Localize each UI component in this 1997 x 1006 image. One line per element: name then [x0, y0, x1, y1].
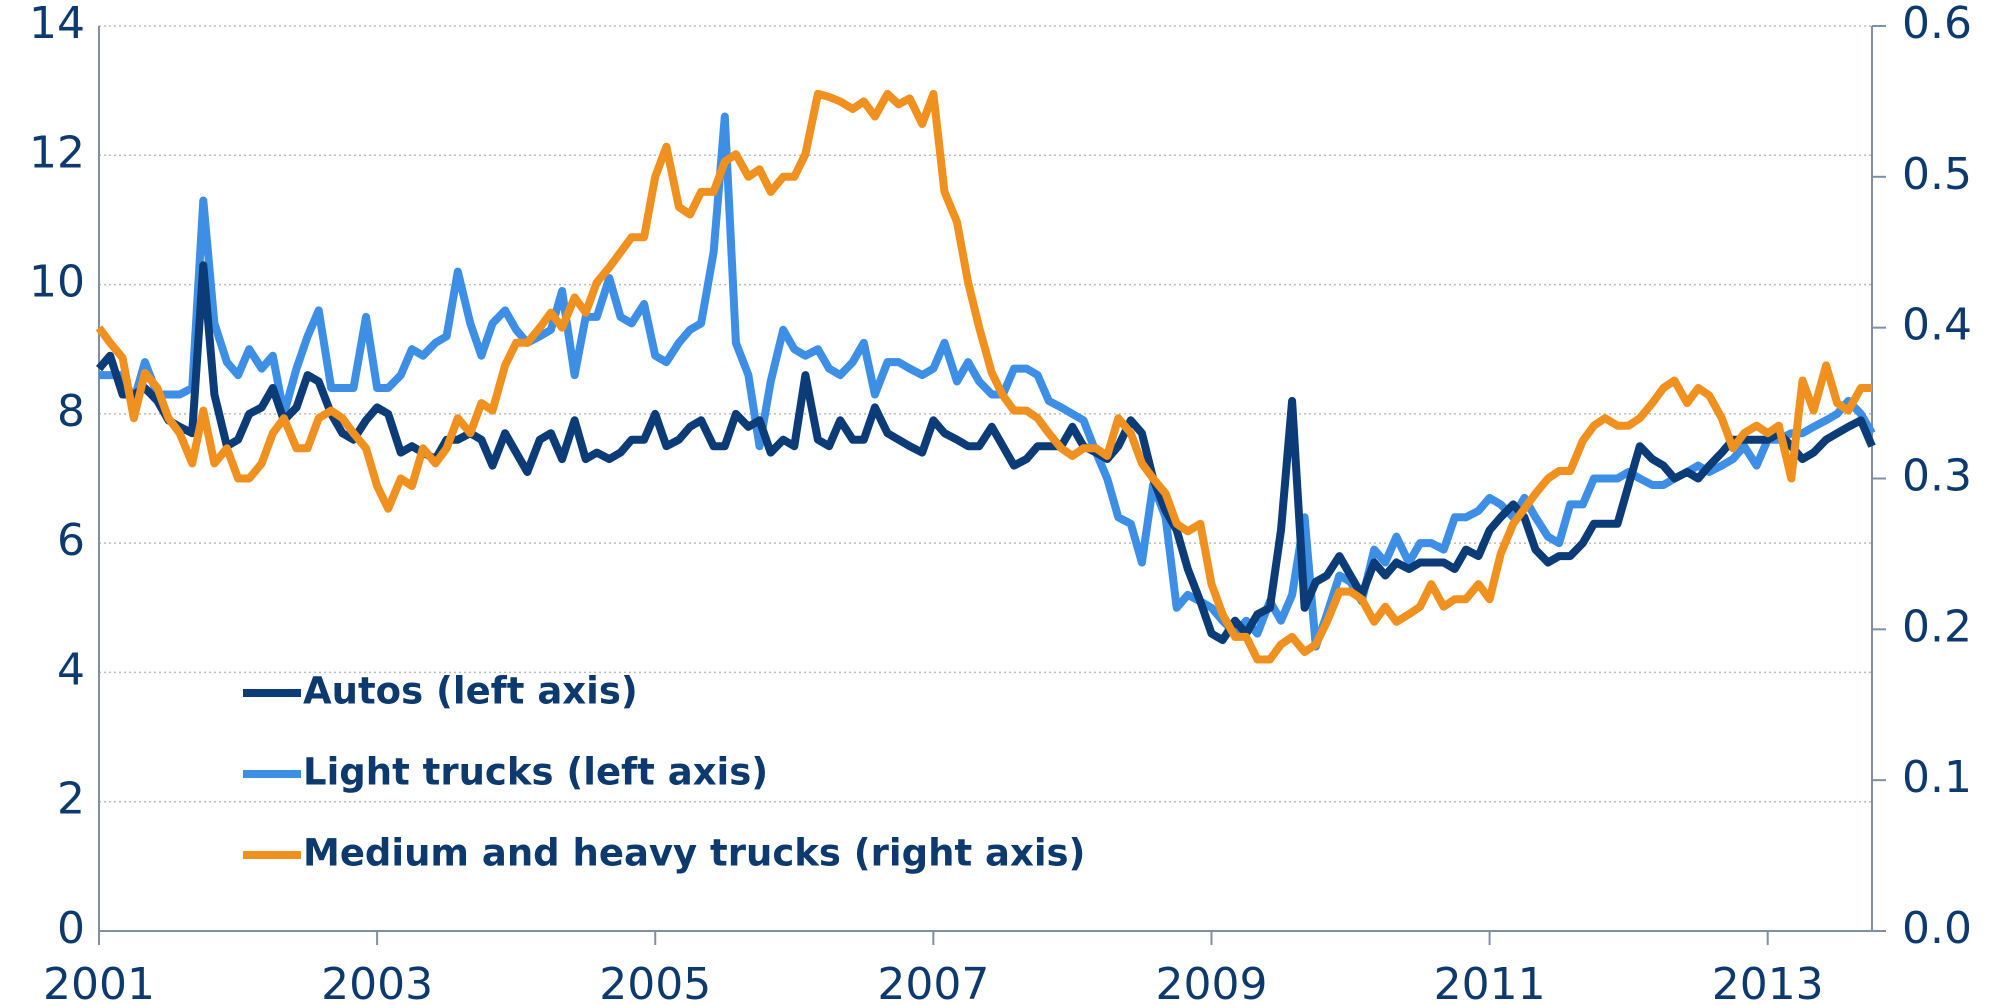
x-tick-label: 2003: [321, 959, 433, 1006]
y-tick-label: 12: [29, 127, 85, 178]
y-tick-label: 2: [57, 774, 85, 825]
y-tick-label: 0: [57, 903, 85, 954]
x-tick-label: 2009: [1155, 959, 1267, 1006]
legend-label: Autos (left axis): [303, 670, 638, 713]
y-tick-label: 6: [57, 515, 85, 566]
x-tick-label: 2013: [1712, 959, 1824, 1006]
x-tick-label: 2011: [1434, 959, 1546, 1006]
y2-tick-label: 0.0: [1902, 903, 1972, 954]
y-tick-label: 8: [57, 386, 85, 437]
legend-label: Medium and heavy trucks (right axis): [303, 832, 1085, 875]
series-line: [95, 261, 1876, 645]
y-tick-label: 14: [29, 0, 85, 49]
y2-tick-label: 0.6: [1902, 0, 1972, 49]
x-tick-label: 2007: [877, 959, 989, 1006]
y2-tick-label: 0.4: [1902, 300, 1972, 351]
y2-tick-label: 0.3: [1902, 451, 1972, 502]
legend-label: Light trucks (left axis): [303, 751, 768, 794]
y2-tick-label: 0.1: [1902, 752, 1972, 803]
y2-tick-label: 0.2: [1902, 601, 1972, 652]
y-tick-label: 10: [29, 257, 85, 308]
x-tick-label: 2001: [43, 959, 155, 1006]
y-tick-label: 4: [57, 644, 85, 695]
y2-tick-label: 0.5: [1902, 149, 1972, 200]
series-line: [95, 89, 1872, 664]
x-tick-label: 2005: [599, 959, 711, 1006]
series-line: [99, 112, 1876, 651]
